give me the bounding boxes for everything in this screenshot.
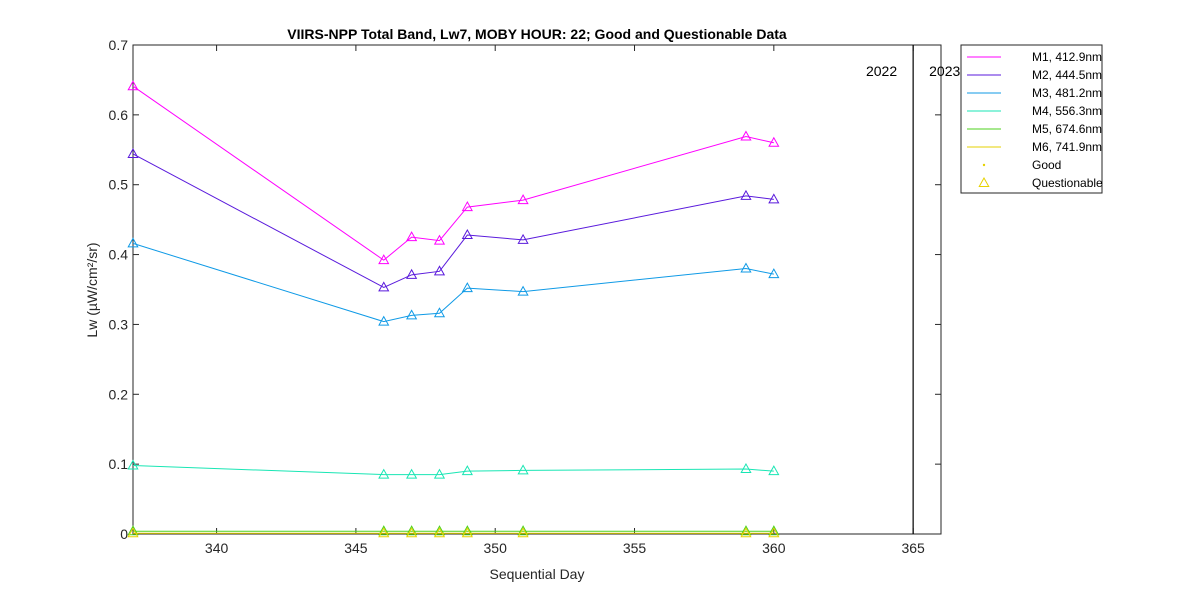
series-m5 [127,525,780,536]
x-tick-label: 365 [901,540,925,556]
data-point [378,281,390,292]
data-point [433,527,446,538]
series-line [132,85,774,261]
year-label-left: 2022 [866,63,897,79]
data-point [461,527,473,538]
data-point [768,136,780,147]
data-point [517,285,529,296]
data-point [461,282,473,293]
data-point [127,147,139,158]
y-axis-title: Lw (µW/cm²/sr) [84,242,100,337]
axis-ticks: 340 345 350 355 360 365 0 0.1 0.2 0.3 0.4 0.5 0.6 0.7 [109,37,941,556]
data-point [433,525,446,536]
x-tick-label: 350 [484,540,508,556]
y-tick-label: 0.6 [109,107,129,123]
series-m4 [127,459,780,479]
series-m2 [127,147,780,292]
x-tick-label: 340 [205,540,229,556]
legend-label: M5, 674.6nm [1032,122,1102,136]
year-boundary: 2022 2023 [866,45,960,534]
legend-label: Good [1032,158,1061,172]
data-point [433,234,446,245]
y-tick-label: 0.3 [109,316,129,332]
data-point [378,254,390,265]
data-point [461,228,473,240]
data-point [740,463,752,474]
data-point [378,468,390,479]
data-point [461,201,473,212]
data-point [406,268,418,279]
data-point [768,527,780,538]
series-layer [127,80,780,538]
data-point [768,465,780,476]
y-tick-label: 0.2 [109,386,129,402]
x-axis-title: Sequential Day [490,566,585,582]
data-point [433,468,446,479]
data-point [433,265,446,276]
data-point [740,525,752,536]
series-m1 [127,80,780,265]
data-point [517,527,529,538]
legend-good-marker [982,163,986,167]
data-point [740,262,752,273]
series-line [132,465,774,476]
legend-label: M2, 444.5nm [1032,68,1102,82]
data-point [378,315,390,326]
data-point [406,468,418,479]
data-point [768,193,780,204]
data-point [378,525,390,536]
data-point [406,525,418,536]
data-point [378,527,390,538]
legend-box [960,44,1103,194]
legend-questionable-marker [978,176,990,187]
legend: M1, 412.9nm M2, 444.5nm M3, 481.2nm M4, 556… [960,44,1103,194]
series-line [132,153,774,288]
chart-title: VIIRS-NPP Total Band, Lw7, MOBY HOUR: 22… [287,26,787,42]
data-point [461,465,473,476]
series-line [132,242,774,323]
data-point [127,527,139,538]
data-point [127,237,139,248]
x-tick-label: 360 [762,540,786,556]
data-point [740,130,752,141]
data-point [517,525,529,536]
legend-label: M3, 481.2nm [1032,86,1102,100]
y-tick-label: 0.4 [109,247,129,263]
data-point [517,464,529,475]
legend-label: Questionable [1032,176,1103,190]
data-point [517,194,529,205]
series-m6 [127,527,780,538]
data-point [740,527,752,538]
data-point [406,309,418,320]
plot-area [132,44,942,535]
y-tick-label: 0 [120,526,128,542]
y-tick-label: 0.5 [109,177,129,193]
data-point [127,80,139,91]
data-point [127,525,139,536]
year-label-right: 2023 [929,63,960,79]
x-tick-label: 345 [344,540,368,556]
x-tick-label: 355 [623,540,647,556]
data-point [768,268,780,279]
data-point [406,527,418,538]
data-point [433,307,446,318]
y-tick-label: 0.1 [109,456,129,472]
data-point [740,189,752,200]
data-point [768,525,780,536]
data-point [127,459,139,470]
legend-label: M6, 741.9nm [1032,140,1102,154]
legend-label: M1, 412.9nm [1032,50,1102,64]
data-point [406,231,418,242]
legend-label: M4, 556.3nm [1032,104,1102,118]
y-tick-label: 0.7 [109,37,129,53]
data-point [461,525,473,536]
series-m3 [127,237,780,326]
data-point [517,233,529,244]
